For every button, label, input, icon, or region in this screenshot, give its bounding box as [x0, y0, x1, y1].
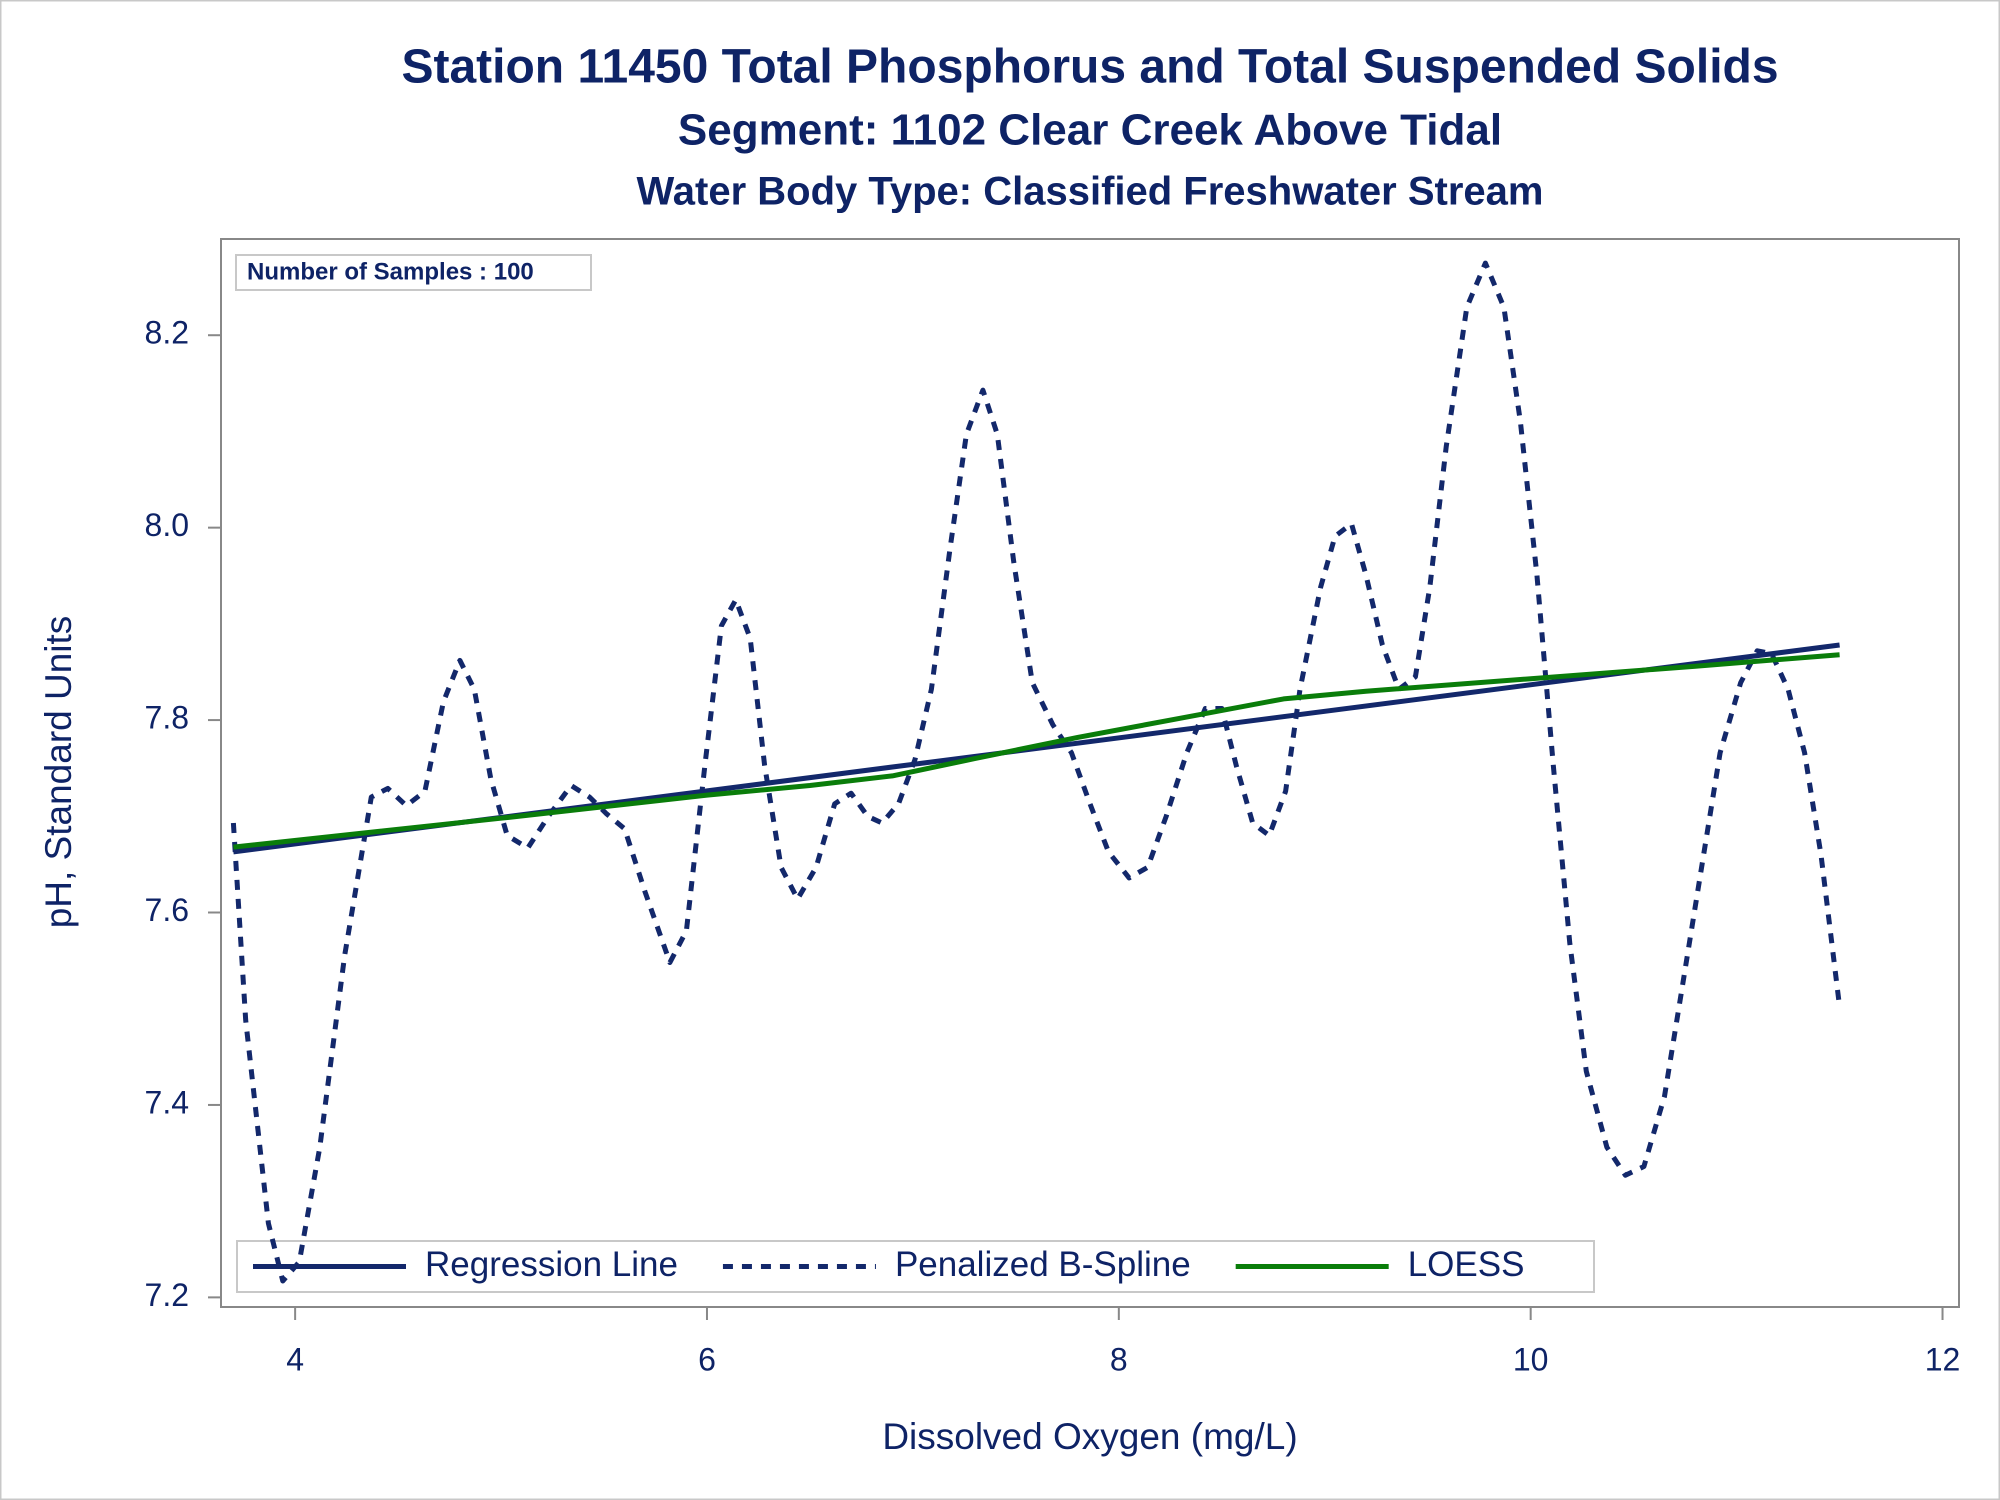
x-tick-label: 8	[1110, 1341, 1128, 1377]
y-tick-label: 7.4	[145, 1084, 189, 1120]
legend: Regression Line Penalized B-Spline LOESS	[236, 1240, 1595, 1293]
legend-label: Penalized B-Spline	[895, 1245, 1191, 1284]
chart-subtitle: Segment: 1102 Clear Creek Above Tidal	[678, 106, 1502, 155]
x-tick-label: 10	[1513, 1341, 1549, 1377]
x-tick-label: 12	[1925, 1341, 1961, 1377]
y-tick-label: 8.2	[145, 315, 189, 351]
y-tick-label: 7.8	[145, 700, 189, 736]
plot-frame	[220, 238, 1960, 1308]
y-tick-label: 7.6	[145, 892, 189, 928]
x-axis-label: Dissolved Oxygen (mg/L)	[882, 1416, 1297, 1457]
series-line	[230, 260, 1843, 1284]
annotation-box	[235, 254, 592, 291]
annotation: Number of Samples : 100	[247, 258, 534, 285]
x-tick-label: 6	[698, 1341, 716, 1377]
chart-subtitle: Water Body Type: Classified Freshwater S…	[637, 170, 1544, 214]
chart-title: Station 11450 Total Phosphorus and Total…	[401, 41, 1778, 94]
series-line	[233, 652, 1840, 850]
x-tick-label: 4	[286, 1341, 304, 1377]
y-axis-label: pH, Standard Units	[38, 616, 79, 929]
legend-label: LOESS	[1408, 1245, 1525, 1284]
y-tick-label: 7.2	[145, 1277, 189, 1313]
y-tick-label: 8.0	[145, 507, 189, 543]
legend-label: Regression Line	[425, 1245, 678, 1284]
